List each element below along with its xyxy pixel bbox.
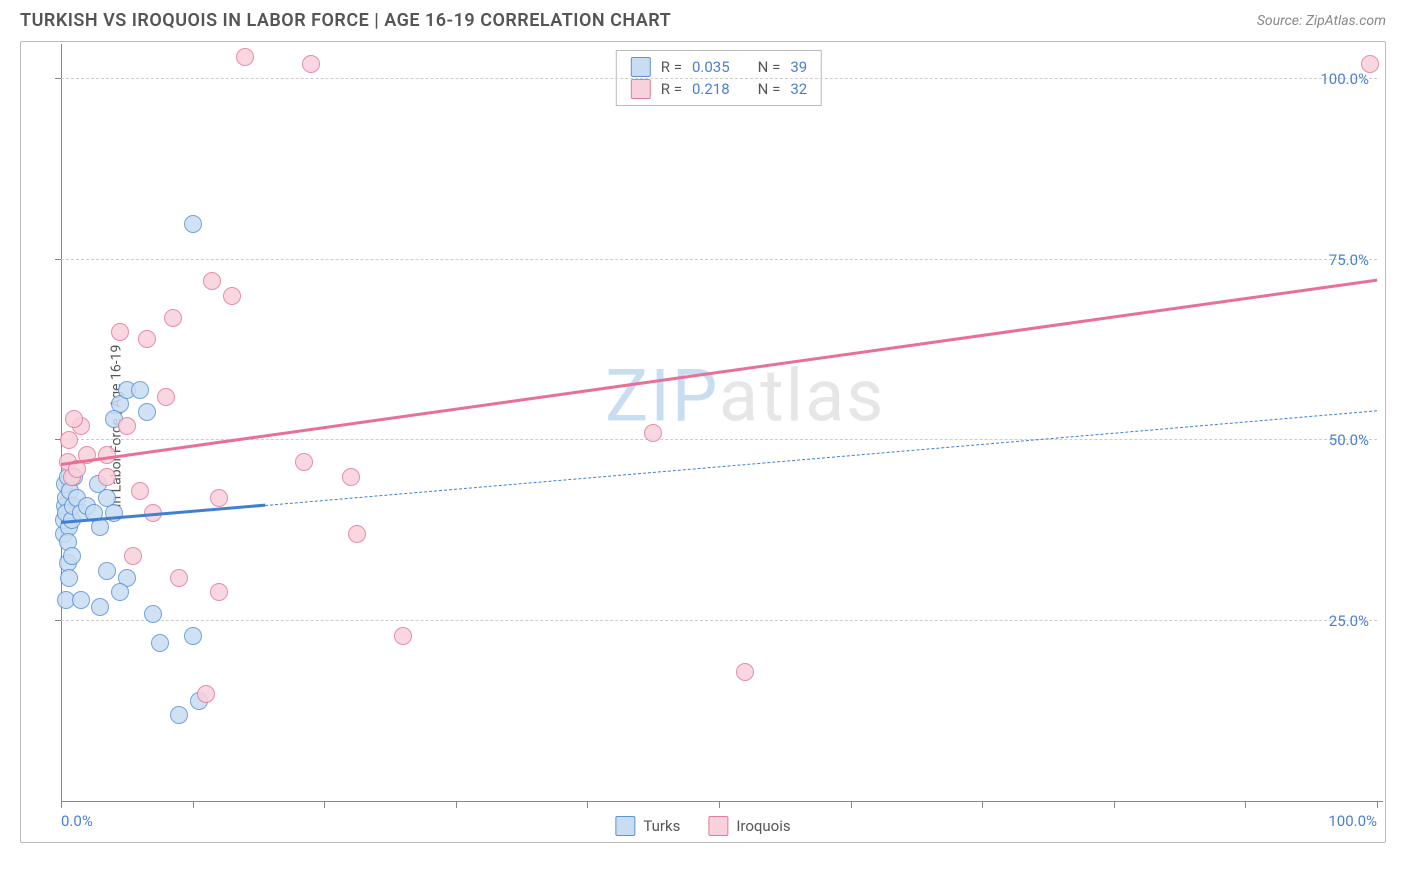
scatter-point bbox=[138, 330, 156, 348]
legend-n-value: 39 bbox=[790, 58, 807, 76]
scatter-point bbox=[736, 663, 754, 681]
x-tick bbox=[456, 802, 457, 808]
correlation-legend-row: R = 0.035 N = 39 bbox=[631, 57, 807, 77]
gridline bbox=[61, 259, 1377, 260]
legend-r-value: 0.035 bbox=[692, 58, 730, 76]
scatter-point bbox=[111, 323, 129, 341]
scatter-point bbox=[91, 598, 109, 616]
legend-n-value: 32 bbox=[790, 80, 807, 98]
chart-title: TURKISH VS IROQUOIS IN LABOR FORCE | AGE… bbox=[20, 10, 671, 31]
scatter-point bbox=[210, 583, 228, 601]
legend-swatch-icon bbox=[631, 57, 651, 77]
scatter-point bbox=[118, 417, 136, 435]
scatter-point bbox=[144, 605, 162, 623]
scatter-point bbox=[223, 287, 241, 305]
series-legend-item: Iroquois bbox=[708, 816, 790, 836]
y-tick bbox=[55, 259, 61, 260]
scatter-point bbox=[210, 489, 228, 507]
legend-r-label: R = bbox=[661, 80, 682, 98]
scatter-point bbox=[170, 569, 188, 587]
scatter-point bbox=[60, 431, 78, 449]
x-axis bbox=[61, 801, 1383, 802]
x-tick bbox=[982, 802, 983, 808]
scatter-point bbox=[236, 48, 254, 66]
x-tick bbox=[719, 802, 720, 808]
scatter-point bbox=[157, 388, 175, 406]
y-tick-label: 25.0% bbox=[1329, 612, 1369, 630]
x-tick bbox=[1245, 802, 1246, 808]
scatter-point bbox=[348, 525, 366, 543]
x-tick bbox=[587, 802, 588, 808]
scatter-point bbox=[60, 569, 78, 587]
scatter-point bbox=[394, 627, 412, 645]
series-legend-label: Turks bbox=[643, 817, 680, 835]
scatter-point bbox=[170, 706, 188, 724]
scatter-point bbox=[1361, 55, 1379, 73]
x-tick bbox=[193, 802, 194, 808]
legend-n-label: N = bbox=[758, 58, 781, 76]
scatter-point bbox=[98, 468, 116, 486]
scatter-point bbox=[111, 583, 129, 601]
scatter-point bbox=[184, 627, 202, 645]
scatter-point bbox=[98, 562, 116, 580]
x-tick bbox=[1377, 802, 1378, 808]
scatter-point bbox=[72, 591, 90, 609]
gridline bbox=[61, 620, 1377, 621]
correlation-legend-row: R = 0.218 N = 32 bbox=[631, 79, 807, 99]
legend-swatch-icon bbox=[708, 816, 728, 836]
x-tick-label: 100.0% bbox=[1328, 812, 1377, 830]
scatter-point bbox=[65, 410, 83, 428]
source-label: Source: ZipAtlas.com bbox=[1257, 13, 1386, 29]
gridline bbox=[61, 439, 1377, 440]
y-tick bbox=[55, 78, 61, 79]
chart-container: In Labor Force | Age 16-19 ZIPatlas R = … bbox=[20, 41, 1386, 843]
series-legend-item: Turks bbox=[615, 816, 680, 836]
series-legend-label: Iroquois bbox=[736, 817, 790, 835]
legend-r-value: 0.218 bbox=[692, 80, 730, 98]
y-tick bbox=[55, 620, 61, 621]
scatter-point bbox=[302, 55, 320, 73]
scatter-point bbox=[151, 634, 169, 652]
trend-line bbox=[61, 278, 1377, 465]
scatter-point bbox=[124, 547, 142, 565]
scatter-point bbox=[295, 453, 313, 471]
scatter-point bbox=[164, 309, 182, 327]
scatter-point bbox=[184, 215, 202, 233]
scatter-point bbox=[138, 403, 156, 421]
y-tick-label: 100.0% bbox=[1320, 70, 1369, 88]
y-axis bbox=[61, 44, 62, 802]
x-tick bbox=[1114, 802, 1115, 808]
scatter-point bbox=[197, 685, 215, 703]
legend-swatch-icon bbox=[615, 816, 635, 836]
x-tick-label: 0.0% bbox=[61, 812, 93, 830]
scatter-point bbox=[63, 547, 81, 565]
legend-n-label: N = bbox=[758, 80, 781, 98]
scatter-point bbox=[131, 381, 149, 399]
legend-r-label: R = bbox=[661, 58, 682, 76]
series-legend: Turks Iroquois bbox=[615, 816, 790, 836]
plot-area: In Labor Force | Age 16-19 ZIPatlas R = … bbox=[61, 50, 1377, 802]
x-tick bbox=[324, 802, 325, 808]
scatter-point bbox=[644, 424, 662, 442]
y-tick-label: 50.0% bbox=[1329, 431, 1369, 449]
scatter-point bbox=[203, 272, 221, 290]
y-tick-label: 75.0% bbox=[1329, 251, 1369, 269]
gridline bbox=[61, 78, 1377, 79]
x-tick bbox=[61, 802, 62, 808]
legend-swatch-icon bbox=[631, 79, 651, 99]
x-tick bbox=[851, 802, 852, 808]
scatter-point bbox=[131, 482, 149, 500]
trend-line bbox=[265, 411, 1377, 507]
scatter-point bbox=[342, 468, 360, 486]
